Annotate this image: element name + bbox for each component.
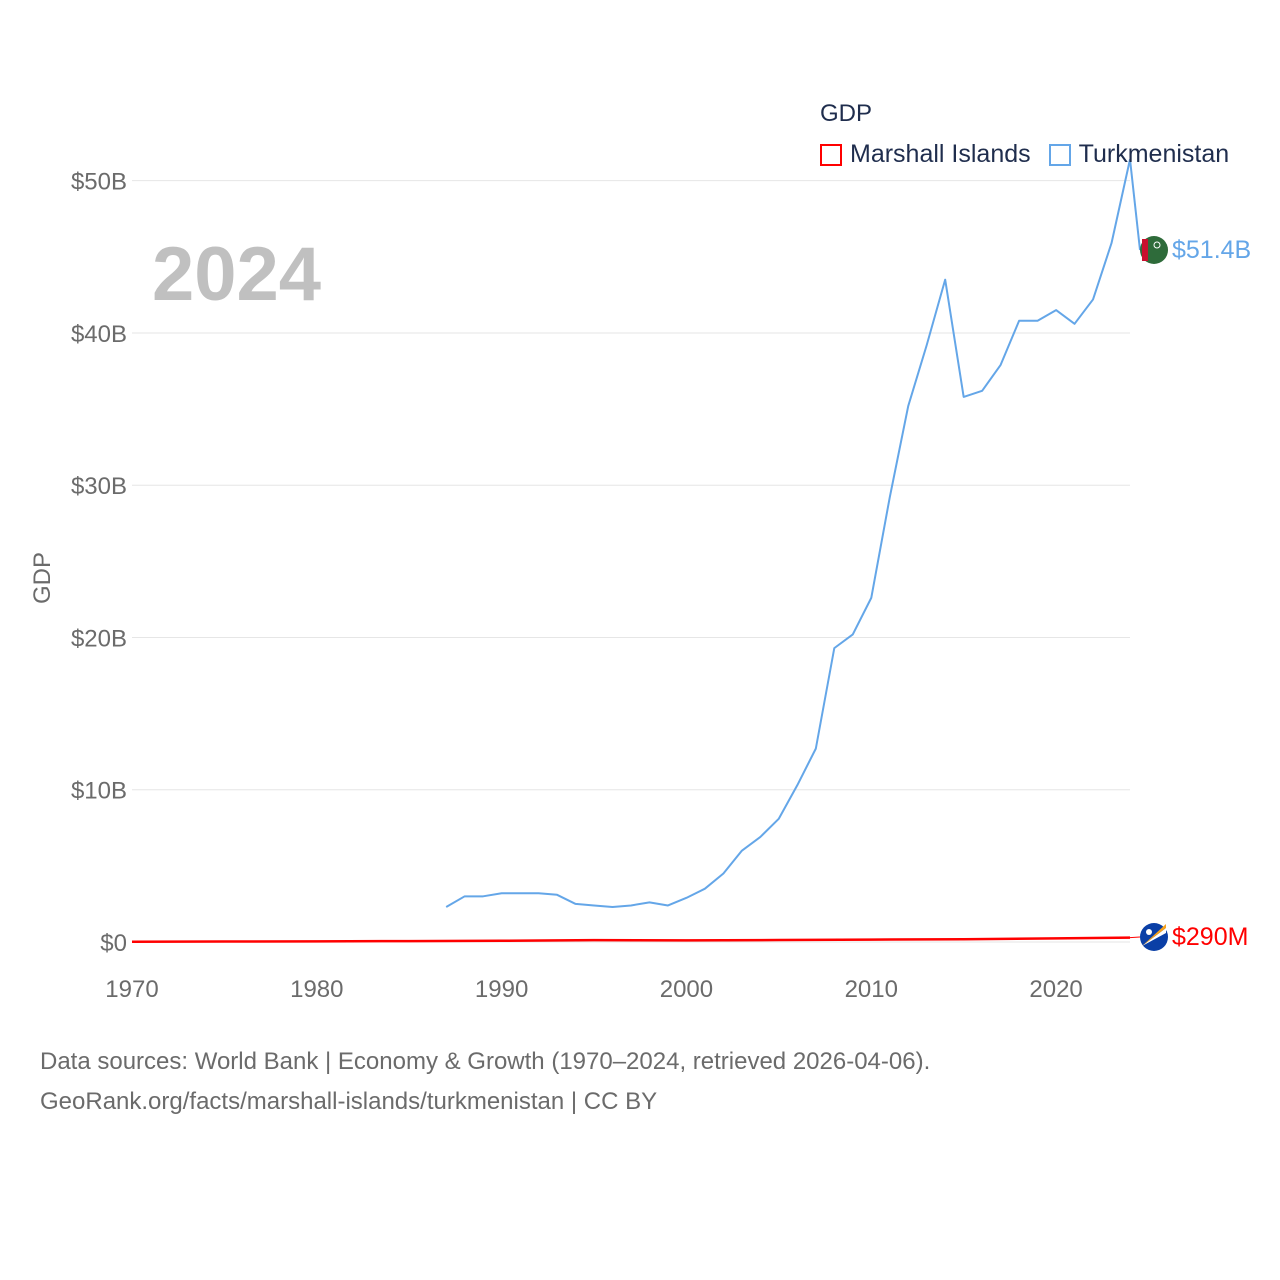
y-tick-label: $0 xyxy=(100,930,127,957)
end-label-marshall-islands: $290M xyxy=(1172,923,1248,951)
x-tick-label: 1990 xyxy=(475,976,528,1003)
end-markers: $290M $51.4B xyxy=(1129,159,1251,951)
turkmenistan-flag-icon xyxy=(1140,236,1168,264)
y-tick-label: $10B xyxy=(71,778,127,805)
y-tick-label: $50B xyxy=(71,169,127,196)
y-axis-label: GDP xyxy=(29,552,56,604)
x-tick-label: 2010 xyxy=(845,976,898,1003)
gridlines xyxy=(132,180,1130,943)
legend-item-turkmenistan[interactable]: Turkmenistan xyxy=(1048,140,1230,169)
legend-title: GDP xyxy=(820,100,873,127)
end-label-turkmenistan: $51.4B xyxy=(1172,236,1251,264)
legend-swatch-turkmenistan xyxy=(1048,143,1071,166)
x-tick-label: 2020 xyxy=(1029,976,1082,1003)
year-label: 2024 xyxy=(152,232,321,317)
source-url-text: GeoRank.org/facts/marshall-islands/turkm… xyxy=(40,1088,658,1115)
series-line-turkmenistan xyxy=(445,159,1131,908)
y-axis-ticks: $0 $10B $20B $30B $40B $50B xyxy=(71,169,127,957)
end-connector-turkmenistan xyxy=(1129,159,1141,251)
legend: GDP Marshall Islands Turkmenistan xyxy=(820,100,1247,169)
y-tick-label: $20B xyxy=(71,625,127,652)
data-sources-text: Data sources: World Bank | Economy & Gro… xyxy=(40,1048,931,1075)
x-tick-label: 1980 xyxy=(290,976,343,1003)
legend-label-marshall-islands: Marshall Islands xyxy=(850,140,1031,168)
end-connector-marshall-islands xyxy=(1129,936,1141,939)
x-axis-ticks: 1970 1980 1990 2000 2010 2020 xyxy=(105,976,1082,1003)
legend-swatch-marshall-islands xyxy=(820,143,842,166)
series-lines xyxy=(131,159,1131,943)
footer: Data sources: World Bank | Economy & Gro… xyxy=(40,1042,930,1122)
legend-label-turkmenistan: Turkmenistan xyxy=(1078,140,1230,168)
legend-item-marshall-islands[interactable]: Marshall Islands xyxy=(820,140,1031,169)
x-tick-label: 2000 xyxy=(660,976,713,1003)
marshall-islands-flag-icon xyxy=(1140,923,1168,951)
y-tick-label: $40B xyxy=(71,321,127,348)
y-tick-label: $30B xyxy=(71,473,127,500)
series-line-marshall-islands xyxy=(131,936,1131,943)
x-tick-label: 1970 xyxy=(105,976,158,1003)
